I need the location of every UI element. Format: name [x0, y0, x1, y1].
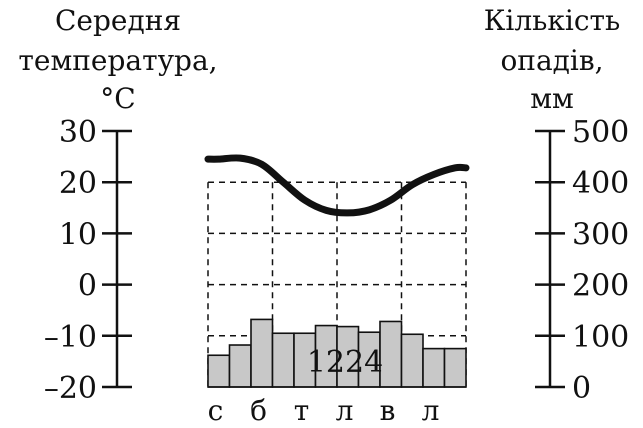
right-axis: 500 400 300 200 100 0	[535, 115, 629, 406]
month-label-2: т	[294, 394, 310, 427]
left-axis-label-line-2: температура,	[18, 44, 217, 77]
precipitation-bar-3	[250, 318, 274, 388]
precipitation-bar-9	[379, 320, 403, 388]
right-axis-label-line-3: мм	[530, 82, 574, 115]
left-tick-label-3: 0	[78, 269, 97, 304]
right-tick-label-5: 0	[572, 371, 591, 406]
left-tick-label-0: 30	[59, 115, 97, 150]
month-label-1: б	[250, 394, 267, 427]
right-tick-label-0: 500	[572, 115, 629, 150]
left-axis: 30 20 10 0 –10 –20	[44, 115, 132, 406]
left-axis-label-line-3: °C	[100, 82, 135, 115]
month-label-3: л	[336, 394, 354, 427]
precipitation-bar-1	[207, 354, 231, 388]
precipitation-bar-11	[422, 347, 446, 388]
left-tick-label-2: 10	[59, 217, 97, 252]
right-axis-label-line-1: Кількість	[484, 4, 621, 37]
left-tick-label-4: –10	[44, 320, 97, 355]
right-tick-label-3: 200	[572, 269, 629, 304]
precipitation-bars	[207, 318, 467, 388]
right-tick-label-2: 300	[572, 217, 629, 252]
precipitation-bar-12	[443, 347, 467, 388]
right-axis-label-line-2: опадів,	[500, 44, 603, 77]
right-axis-label: Кількість опадів, мм	[484, 4, 621, 115]
precipitation-bar-10	[400, 333, 424, 388]
precipitation-bar-4	[271, 332, 295, 388]
left-tick-label-1: 20	[59, 166, 97, 201]
left-axis-label: Середня температура, °C	[18, 4, 217, 115]
month-label-5: л	[422, 394, 440, 427]
temperature-line	[204, 154, 470, 217]
month-label-0: с	[208, 394, 224, 427]
precipitation-bar-2	[228, 344, 252, 388]
month-label-4: в	[380, 394, 396, 427]
right-tick-label-1: 400	[572, 166, 629, 201]
left-axis-label-line-1: Середня	[55, 4, 181, 37]
right-tick-label-4: 100	[572, 320, 629, 355]
annual-precipitation-total: 1224	[307, 345, 383, 380]
left-tick-label-5: –20	[44, 371, 97, 406]
